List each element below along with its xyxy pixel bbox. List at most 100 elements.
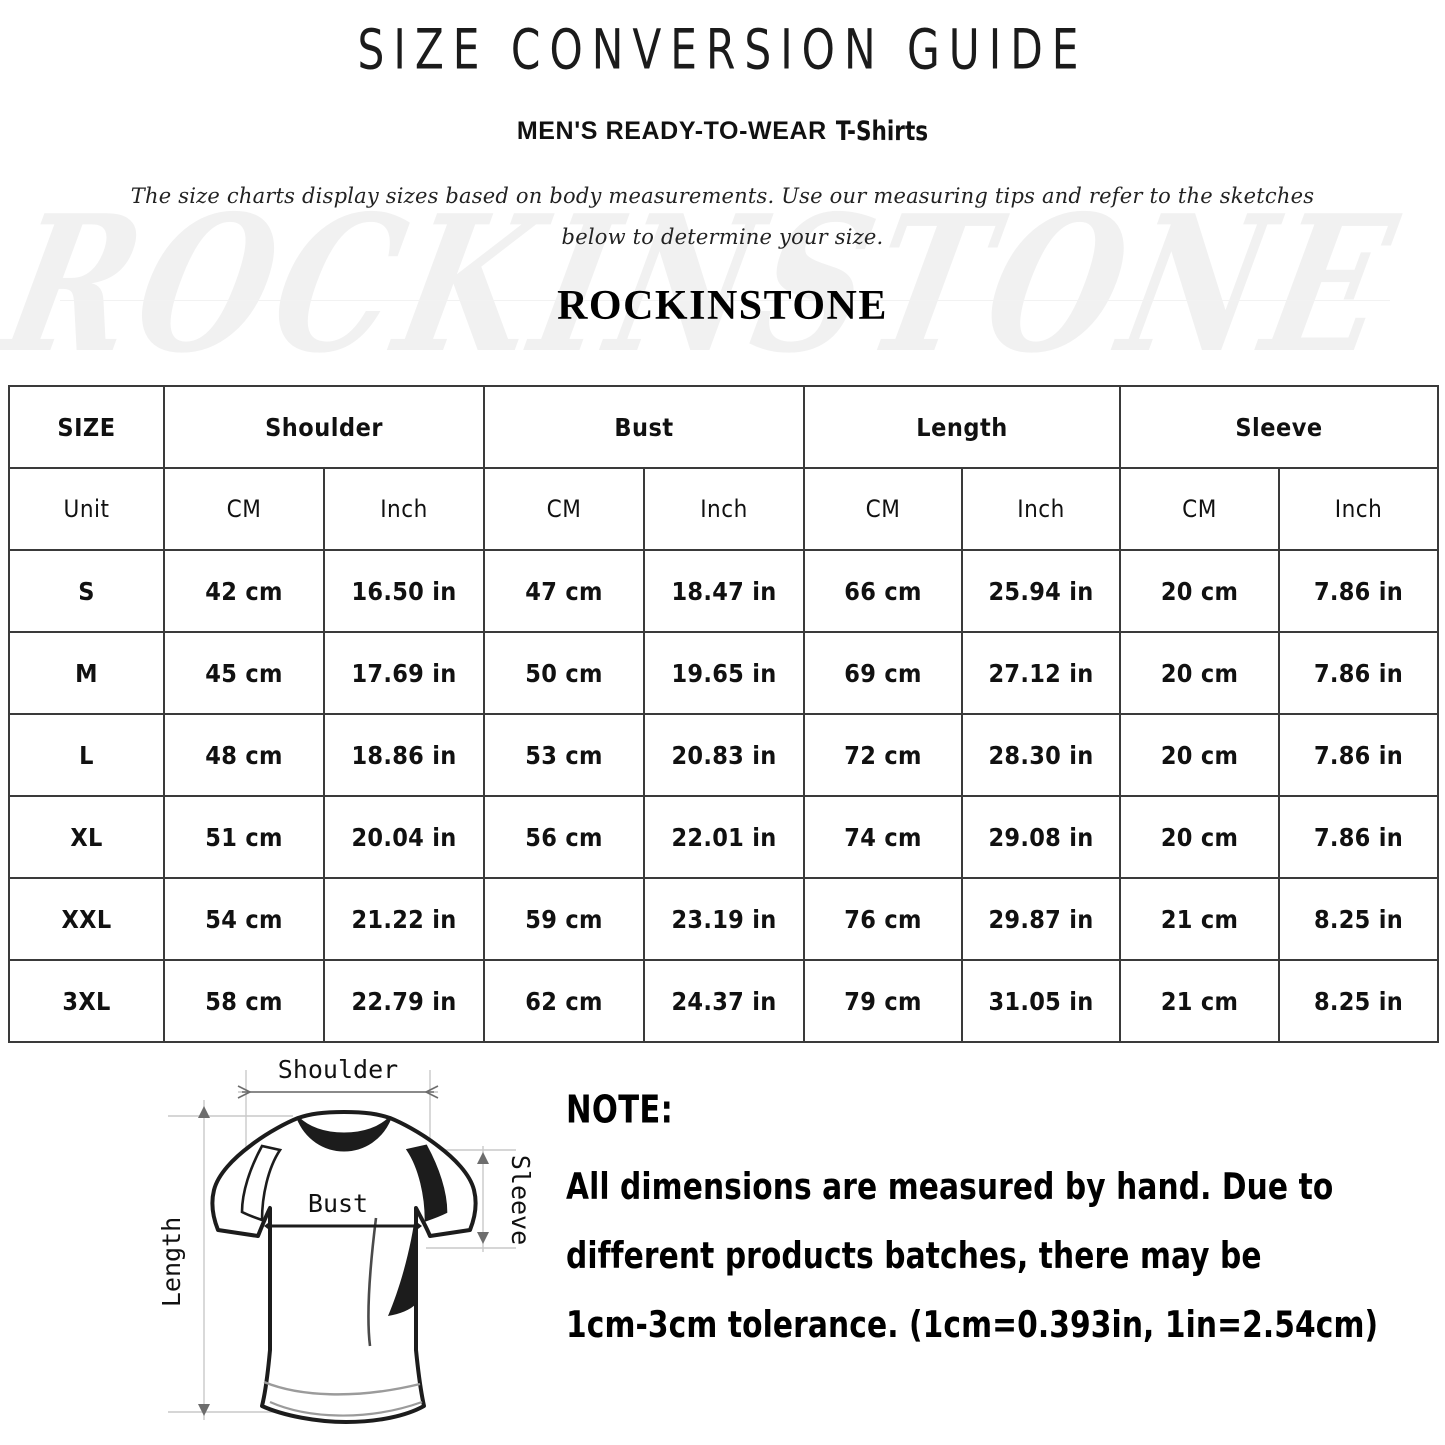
table-unit-header-row: Unit CM Inch CM Inch CM Inch CM Inch <box>8 467 1440 551</box>
note-block: NOTE: All dimensions are measured by han… <box>566 1088 1396 1359</box>
brand-name: ROCKINSTONE <box>557 283 888 329</box>
cell-length-cm: 72 cm <box>803 713 963 797</box>
bottom-section: Shoulder Bust Length Sleeve NOTE: All di… <box>0 1040 1445 1445</box>
cell-bust-cm: 50 cm <box>483 631 645 715</box>
table-group-header-row: SIZE Shoulder Bust Length Sleeve <box>8 385 1440 469</box>
cell-length-inch: 29.08 in <box>960 795 1122 879</box>
cell-sleeve-inch: 7.86 in <box>1278 713 1440 797</box>
cell-length-inch: 27.12 in <box>960 631 1122 715</box>
header-cell-group-length: Length <box>802 385 1122 469</box>
cell-size: M <box>8 631 165 715</box>
cell-bust-inch: 23.19 in <box>643 877 805 961</box>
cell-length-inch: 25.94 in <box>960 549 1122 633</box>
table-row: S 42 cm 16.50 in 47 cm 18.47 in 66 cm 25… <box>8 549 1440 633</box>
tshirt-measurement-diagram: Shoulder Bust Length Sleeve <box>138 1050 538 1445</box>
cell-shoulder-cm: 48 cm <box>163 713 325 797</box>
note-title: NOTE: <box>566 1088 674 1133</box>
note-line-2: different products batches, there may be <box>566 1234 1262 1277</box>
cell-shoulder-cm: 58 cm <box>163 959 325 1043</box>
cell-sleeve-cm: 20 cm <box>1119 795 1281 879</box>
cell-bust-inch: 19.65 in <box>643 631 805 715</box>
sketch-label-bust: Bust <box>308 1189 368 1218</box>
cell-shoulder-inch: 21.22 in <box>323 877 485 961</box>
cell-shoulder-inch: 18.86 in <box>323 713 485 797</box>
description-line-2: below to determine your size. <box>561 225 884 249</box>
cell-shoulder-cm: 54 cm <box>163 877 325 961</box>
page-title: SIZE CONVERSION GUIDE <box>357 18 1088 83</box>
table-row: M 45 cm 17.69 in 50 cm 19.65 in 69 cm 27… <box>8 631 1440 715</box>
table-row: XL 51 cm 20.04 in 56 cm 22.01 in 74 cm 2… <box>8 795 1440 879</box>
cell-length-cm: 79 cm <box>803 959 963 1043</box>
watermark-rule <box>60 300 1390 301</box>
subtitle-main: MEN'S READY-TO-WEAR <box>516 117 827 145</box>
note-body: All dimensions are measured by hand. Due… <box>566 1152 1396 1359</box>
subtitle-accent: T-Shirts <box>835 115 929 147</box>
cell-size: S <box>8 549 165 633</box>
header-cell-sleeve-inch: Inch <box>1278 467 1440 551</box>
cell-sleeve-cm: 21 cm <box>1119 877 1281 961</box>
cell-bust-cm: 47 cm <box>483 549 645 633</box>
cell-sleeve-inch: 8.25 in <box>1278 959 1440 1043</box>
cell-length-cm: 66 cm <box>803 549 963 633</box>
cell-sleeve-cm: 20 cm <box>1119 631 1281 715</box>
cell-bust-cm: 53 cm <box>483 713 645 797</box>
cell-shoulder-cm: 45 cm <box>163 631 325 715</box>
cell-sleeve-inch: 7.86 in <box>1278 549 1440 633</box>
cell-sleeve-inch: 8.25 in <box>1278 877 1440 961</box>
table-row: XXL 54 cm 21.22 in 59 cm 23.19 in 76 cm … <box>8 877 1440 961</box>
cell-bust-cm: 62 cm <box>483 959 645 1043</box>
sketch-label-length: Length <box>157 1217 186 1307</box>
header-block: SIZE CONVERSION GUIDE MEN'S READY-TO-WEA… <box>0 18 1445 330</box>
sketch-label-shoulder: Shoulder <box>278 1055 398 1084</box>
header-cell-shoulder-inch: Inch <box>323 467 485 551</box>
sketch-label-sleeve: Sleeve <box>506 1155 535 1245</box>
cell-size: L <box>8 713 165 797</box>
header-cell-size: SIZE <box>8 385 165 469</box>
header-cell-sleeve-cm: CM <box>1119 467 1281 551</box>
cell-sleeve-inch: 7.86 in <box>1278 795 1440 879</box>
cell-sleeve-cm: 21 cm <box>1119 959 1281 1043</box>
header-cell-group-sleeve: Sleeve <box>1119 385 1440 469</box>
tshirt-icon: Shoulder Bust Length Sleeve <box>157 1055 535 1424</box>
header-cell-group-bust: Bust <box>483 385 805 469</box>
cell-shoulder-cm: 42 cm <box>163 549 325 633</box>
description-line-1: The size charts display sizes based on b… <box>130 184 1315 208</box>
cell-bust-inch: 18.47 in <box>643 549 805 633</box>
cell-bust-inch: 20.83 in <box>643 713 805 797</box>
table-row: L 48 cm 18.86 in 53 cm 20.83 in 72 cm 28… <box>8 713 1440 797</box>
cell-sleeve-cm: 20 cm <box>1119 713 1281 797</box>
cell-bust-inch: 24.37 in <box>643 959 805 1043</box>
note-line-1: All dimensions are measured by hand. Due… <box>566 1165 1334 1208</box>
cell-length-inch: 29.87 in <box>960 877 1122 961</box>
note-line-3: 1cm-3cm tolerance. (1cm=0.393in, 1in=2.5… <box>566 1303 1379 1346</box>
table-row: 3XL 58 cm 22.79 in 62 cm 24.37 in 79 cm … <box>8 959 1440 1043</box>
cell-length-cm: 76 cm <box>803 877 963 961</box>
size-table-container: SIZE Shoulder Bust Length Sleeve Unit CM… <box>8 385 1440 1043</box>
cell-size: XXL <box>8 877 165 961</box>
description-text: The size charts display sizes based on b… <box>0 176 1445 258</box>
header-cell-bust-cm: CM <box>483 467 645 551</box>
header-cell-length-inch: Inch <box>960 467 1122 551</box>
cell-shoulder-cm: 51 cm <box>163 795 325 879</box>
cell-length-cm: 74 cm <box>803 795 963 879</box>
page-subtitle: MEN'S READY-TO-WEAR T-Shirts <box>0 115 1445 147</box>
cell-shoulder-inch: 22.79 in <box>323 959 485 1043</box>
cell-sleeve-cm: 20 cm <box>1119 549 1281 633</box>
header-cell-length-cm: CM <box>803 467 963 551</box>
header-cell-bust-inch: Inch <box>643 467 805 551</box>
cell-bust-inch: 22.01 in <box>643 795 805 879</box>
cell-sleeve-inch: 7.86 in <box>1278 631 1440 715</box>
cell-size: XL <box>8 795 165 879</box>
size-conversion-table: SIZE Shoulder Bust Length Sleeve Unit CM… <box>8 385 1440 1043</box>
cell-shoulder-inch: 20.04 in <box>323 795 485 879</box>
cell-length-cm: 69 cm <box>803 631 963 715</box>
cell-length-inch: 31.05 in <box>960 959 1122 1043</box>
header-cell-unit: Unit <box>8 467 165 551</box>
cell-bust-cm: 56 cm <box>483 795 645 879</box>
cell-bust-cm: 59 cm <box>483 877 645 961</box>
cell-shoulder-inch: 17.69 in <box>323 631 485 715</box>
header-cell-shoulder-cm: CM <box>163 467 325 551</box>
cell-shoulder-inch: 16.50 in <box>323 549 485 633</box>
header-cell-group-shoulder: Shoulder <box>163 385 485 469</box>
